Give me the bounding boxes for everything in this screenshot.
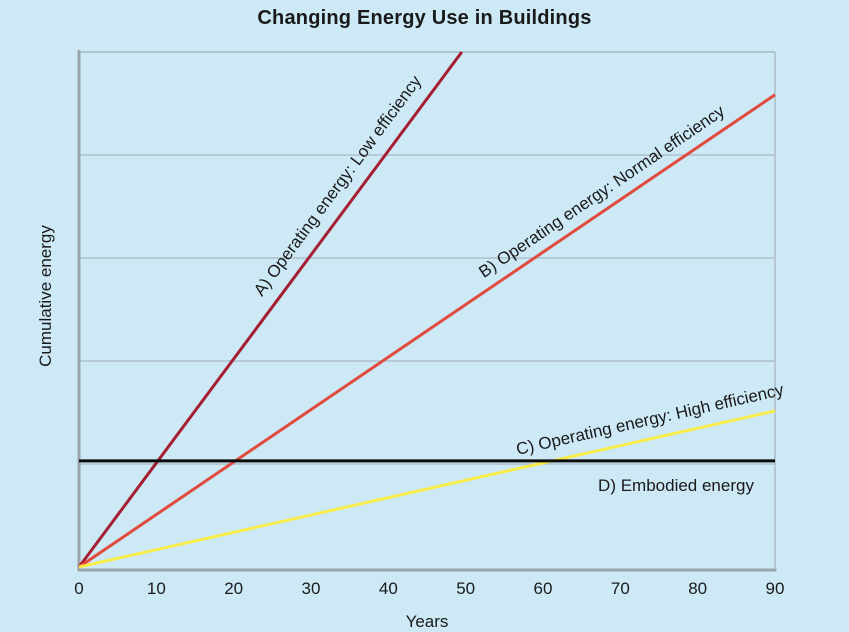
- x-axis-title: Years: [405, 612, 449, 631]
- x-tick-label: 60: [533, 579, 553, 598]
- chart-title: Changing Energy Use in Buildings: [257, 7, 592, 29]
- y-axis-title: Cumulative energy: [36, 225, 55, 367]
- series-label-d: D) Embodied energy: [598, 476, 754, 495]
- x-tick-label: 70: [610, 579, 630, 598]
- x-tick-label: 10: [146, 579, 166, 598]
- x-tick-label: 30: [301, 579, 321, 598]
- x-tick-label: 80: [688, 579, 708, 598]
- x-tick-label: 0: [74, 579, 84, 598]
- x-tick-label: 90: [765, 579, 785, 598]
- series-line-a: [77, 51, 464, 568]
- x-tick-label: 50: [456, 579, 476, 598]
- x-tick-label: 40: [378, 579, 398, 598]
- series-line-c: [78, 409, 776, 569]
- x-tick-label: 20: [224, 579, 244, 598]
- series-line-b: [78, 93, 776, 569]
